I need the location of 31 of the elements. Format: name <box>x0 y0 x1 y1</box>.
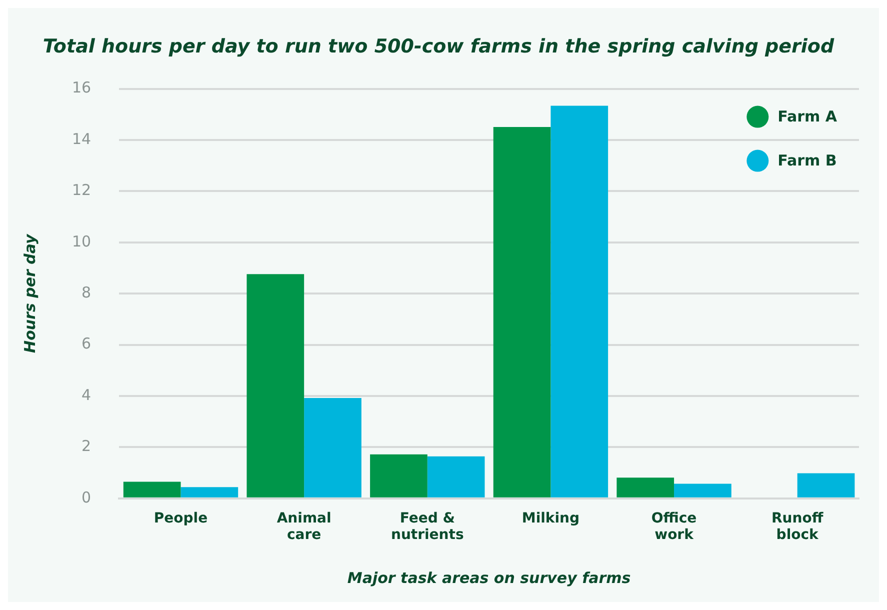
bar <box>246 274 304 498</box>
legend-label: Farm A <box>778 108 838 126</box>
x-tick-label: Office work <box>651 510 697 544</box>
y-tick-label: 4 <box>82 386 92 404</box>
bar <box>797 473 855 498</box>
bar <box>616 478 674 498</box>
x-tick-label: Milking <box>522 510 580 526</box>
x-tick-label: People <box>154 510 208 526</box>
x-axis-title: Major task areas on survey farms <box>347 568 631 587</box>
y-tick-label: 16 <box>72 78 92 97</box>
bar <box>427 456 485 498</box>
y-tick-label: 2 <box>82 437 92 456</box>
x-tick-label: Feed & nutrients <box>390 510 464 544</box>
bar <box>123 482 181 498</box>
chart-title: Total hours per day to run two 500-cow farms in the spring calving period <box>42 35 834 58</box>
bar <box>493 126 551 498</box>
bar <box>180 487 238 498</box>
bar <box>370 454 428 498</box>
y-tick-label: 0 <box>82 488 92 506</box>
y-tick-label: 12 <box>72 181 92 200</box>
y-tick-label: 10 <box>72 232 92 250</box>
bar <box>674 484 732 498</box>
x-tick-label: Animal care <box>276 510 332 544</box>
bar <box>304 398 362 498</box>
y-tick-label: 8 <box>82 283 92 302</box>
legend-label: Farm B <box>778 152 837 170</box>
y-axis-title: Hours per day <box>20 232 39 353</box>
y-tick-label: 6 <box>82 334 92 353</box>
y-tick-label: 14 <box>72 130 92 148</box>
bar <box>550 106 608 498</box>
x-tick-label: Runoff block <box>771 510 824 544</box>
